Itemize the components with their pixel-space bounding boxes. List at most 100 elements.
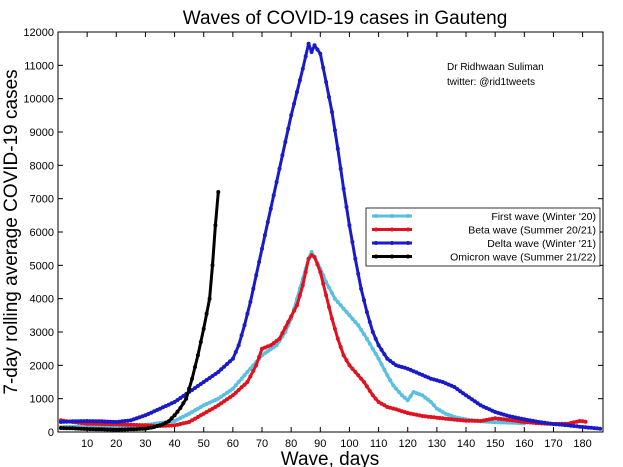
- data-point: [262, 233, 267, 238]
- data-point: [507, 414, 512, 419]
- data-point: [70, 426, 75, 431]
- data-point: [210, 263, 215, 268]
- data-point: [312, 255, 317, 259]
- data-point: [434, 415, 439, 420]
- data-point: [251, 286, 256, 291]
- data-point: [362, 298, 366, 303]
- data-point: [201, 380, 206, 384]
- data-point: [493, 420, 498, 425]
- data-point: [105, 427, 110, 432]
- data-point: [472, 399, 477, 404]
- data-point: [233, 390, 238, 395]
- data-point: [362, 332, 366, 337]
- data-point: [175, 398, 180, 402]
- credit-author: Dr Ridhwaan Suliman: [447, 62, 544, 73]
- data-point: [201, 326, 206, 331]
- data-point: [373, 396, 378, 401]
- data-point: [79, 419, 84, 424]
- data-point: [193, 416, 197, 421]
- data-point: [268, 206, 273, 211]
- data-point: [452, 385, 457, 389]
- legend-label-first: First wave (Winter '20): [491, 211, 596, 223]
- data-point: [254, 273, 259, 278]
- data-point: [364, 336, 369, 341]
- data-point: [137, 423, 142, 428]
- data-point: [82, 426, 87, 431]
- data-point: [120, 422, 125, 427]
- data-point: [373, 336, 378, 341]
- data-point: [382, 403, 387, 408]
- data-point: [300, 283, 305, 288]
- data-point: [216, 370, 221, 374]
- data-point: [408, 394, 413, 399]
- y-tick-label: 6000: [30, 227, 54, 239]
- data-point: [405, 398, 410, 403]
- data-point: [289, 113, 294, 118]
- data-point: [332, 128, 337, 133]
- data-point: [283, 140, 288, 144]
- data-point: [370, 330, 375, 334]
- data-point: [370, 346, 375, 351]
- chart-title: Waves of COVID-19 cases in Gauteng: [183, 8, 508, 29]
- data-point: [420, 414, 425, 418]
- data-point: [443, 416, 448, 421]
- data-point: [123, 422, 127, 427]
- data-point: [420, 393, 425, 398]
- data-point: [108, 419, 113, 424]
- data-point: [461, 418, 466, 423]
- data-point: [586, 425, 591, 430]
- data-point: [341, 186, 346, 191]
- data-point: [88, 419, 93, 424]
- data-point: [146, 426, 151, 431]
- data-point: [324, 293, 329, 298]
- data-point: [128, 427, 133, 432]
- data-point: [201, 411, 206, 416]
- series-omicron: [58, 190, 221, 432]
- data-point: [274, 343, 279, 348]
- series-line-first: [60, 250, 525, 429]
- data-point: [225, 362, 229, 366]
- data-point: [184, 396, 189, 401]
- data-point: [245, 380, 250, 384]
- data-point: [347, 313, 352, 318]
- data-point: [230, 386, 235, 391]
- data-point: [239, 385, 244, 390]
- data-point: [370, 393, 375, 398]
- data-point: [356, 271, 361, 276]
- data-point: [93, 427, 98, 432]
- data-point: [120, 427, 125, 432]
- data-point: [324, 280, 329, 284]
- x-tick-label: 150: [486, 438, 504, 450]
- data-point: [178, 406, 183, 410]
- data-point: [166, 423, 171, 428]
- data-point: [300, 66, 305, 71]
- data-point: [335, 300, 340, 304]
- data-point: [190, 410, 195, 414]
- data-point: [312, 43, 317, 48]
- data-point: [306, 41, 311, 46]
- legend-marker: [374, 227, 378, 232]
- legend-label-omicron: Omicron wave (Summer 21/22): [450, 252, 596, 264]
- data-point: [399, 393, 404, 398]
- x-tick-label: 40: [168, 438, 180, 450]
- data-point: [79, 426, 84, 431]
- data-point: [469, 418, 474, 423]
- data-point: [239, 376, 244, 381]
- data-point: [388, 405, 393, 410]
- data-point: [245, 370, 250, 374]
- data-point: [309, 250, 314, 254]
- x-tick-label: 80: [285, 438, 297, 450]
- data-point: [181, 394, 186, 398]
- data-point: [332, 326, 337, 331]
- data-point: [347, 363, 352, 368]
- legend-marker: [374, 214, 378, 218]
- data-point: [382, 352, 387, 357]
- data-point: [114, 427, 119, 432]
- data-point: [426, 397, 431, 402]
- data-point: [466, 418, 471, 423]
- data-point: [464, 418, 468, 423]
- data-point: [117, 427, 122, 432]
- data-point: [499, 420, 503, 425]
- data-point: [125, 418, 130, 423]
- x-axis: 10 20 30 40 50 60 70 80 90 100 110 120 130 140 150 160 1…: [81, 32, 592, 450]
